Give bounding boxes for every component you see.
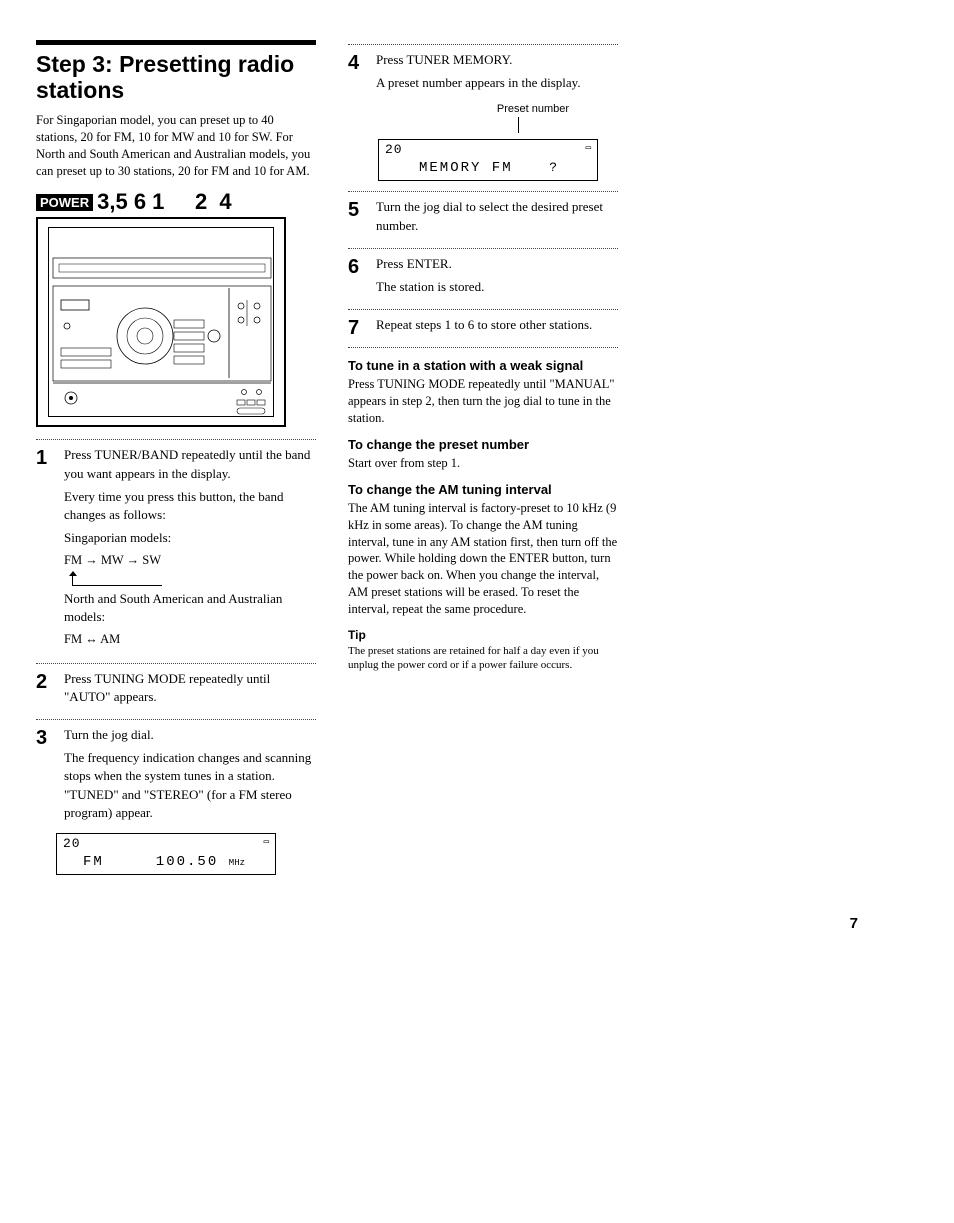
step-6: 6 Press ENTER. The station is stored. (348, 255, 618, 301)
step-number: 1 (36, 446, 54, 654)
step-number: 5 (348, 198, 366, 239)
step-text: A preset number appears in the display. (376, 74, 618, 92)
step-text: Singaporian models: (64, 529, 316, 547)
page-number: 7 (36, 915, 918, 932)
step-3: 3 Turn the jog dial. The frequency indic… (36, 726, 316, 827)
sub-heading: To tune in a station with a weak signal (348, 358, 618, 373)
lcd-main: FM 100.50 (83, 854, 218, 870)
preset-caption: Preset number (448, 103, 618, 115)
lcd-display-2: 20 MEMORY FM ? ▭ (378, 139, 598, 181)
right-column: 4 Press TUNER MEMORY. A preset number ap… (348, 40, 618, 885)
diagram-callouts: POWER 3,5 6 1 2 4 (36, 189, 286, 215)
preset-pointer (518, 117, 519, 133)
step-text: North and South American and Australian … (64, 590, 316, 626)
step-text: Press ENTER. (376, 255, 618, 273)
page-title: Step 3: Presetting radio stations (36, 51, 316, 104)
step-text: Every time you press this button, the ba… (64, 488, 316, 524)
stereo-illustration (36, 217, 286, 427)
step-5: 5 Turn the jog dial to select the desire… (348, 198, 618, 239)
step-text: Press TUNING MODE repeatedly until "AUTO… (64, 670, 316, 706)
manual-page: Step 3: Presetting radio stations For Si… (36, 40, 918, 885)
step-4: 4 Press TUNER MEMORY. A preset number ap… (348, 51, 618, 97)
sub-heading: To change the AM tuning interval (348, 482, 618, 497)
device-diagram: POWER 3,5 6 1 2 4 (36, 189, 286, 427)
sub-heading: To change the preset number (348, 437, 618, 452)
left-column: Step 3: Presetting radio stations For Si… (36, 40, 316, 885)
lcd-cd-icon: ▭ (586, 143, 591, 153)
band-cycle-sg: FM → MW → SW (64, 552, 316, 570)
step-number: 7 (348, 316, 366, 339)
step-1: 1 Press TUNER/BAND repeatedly until the … (36, 446, 316, 654)
lcd-display-1: 20 FM 100.50 ▭ MHz (56, 833, 276, 875)
step-text: Press TUNER/BAND repeatedly until the ba… (64, 446, 316, 482)
step-text: Press TUNER MEMORY. (376, 51, 618, 69)
sub-body: The AM tuning interval is factory-preset… (348, 500, 618, 618)
title-rule: Step 3: Presetting radio stations (36, 40, 316, 104)
lcd-main: MEMORY FM (419, 160, 513, 176)
cycle-arrow (72, 576, 162, 586)
tip-text: The preset stations are retained for hal… (348, 644, 618, 673)
step-text: Turn the jog dial to select the desired … (376, 198, 618, 234)
step-text: Repeat steps 1 to 6 to store other stati… (376, 316, 618, 334)
step-7: 7 Repeat steps 1 to 6 to store other sta… (348, 316, 618, 339)
lcd-cd-icon: ▭ (264, 837, 269, 847)
step-text: Turn the jog dial. (64, 726, 316, 744)
band-cycle-am: FM ↔ AM (64, 631, 316, 649)
step-number: 3 (36, 726, 54, 827)
lcd-preset-q: ? (549, 160, 557, 175)
tip-label: Tip (348, 628, 618, 642)
lcd-track: 20 (63, 836, 81, 851)
power-label: POWER (36, 194, 93, 211)
lcd-unit: MHz (229, 858, 245, 868)
intro-paragraph: For Singaporian model, you can preset up… (36, 112, 316, 180)
step-number: 6 (348, 255, 366, 301)
step-text: The station is stored. (376, 278, 618, 296)
step-2: 2 Press TUNING MODE repeatedly until "AU… (36, 670, 316, 711)
sub-body: Press TUNING MODE repeatedly until "MANU… (348, 376, 618, 427)
lcd-track: 20 (385, 142, 403, 157)
step-number: 4 (348, 51, 366, 97)
sub-body: Start over from step 1. (348, 455, 618, 472)
stereo-svg (49, 228, 275, 418)
callout-numbers: 3,5 6 1 2 4 (97, 189, 232, 215)
step-text: The frequency indication changes and sca… (64, 749, 316, 822)
step-number: 2 (36, 670, 54, 711)
